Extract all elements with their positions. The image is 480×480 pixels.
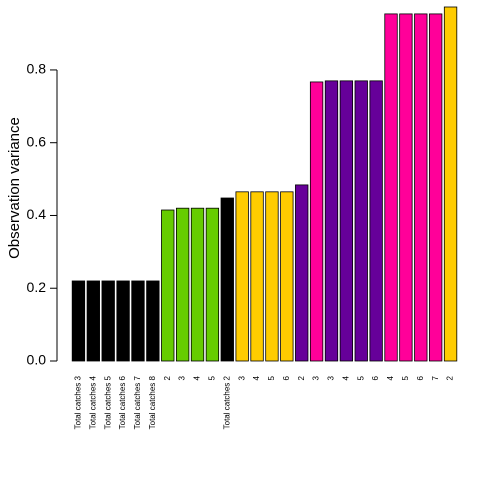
y-axis-label: Observation variance xyxy=(6,117,23,259)
bar xyxy=(235,191,249,362)
bar xyxy=(175,207,190,362)
bar xyxy=(86,280,100,362)
x-tick-label: 3 xyxy=(312,375,321,380)
bar xyxy=(443,6,458,362)
x-tick-label: Total catches 7 xyxy=(133,375,142,429)
x-tick-label: 4 xyxy=(341,375,350,380)
bar xyxy=(280,191,294,362)
x-tick-label: 4 xyxy=(386,375,395,380)
bar xyxy=(190,207,205,362)
x-tick-label: 5 xyxy=(208,375,217,380)
bar xyxy=(116,280,130,362)
x-tick-label: Total catches 5 xyxy=(103,375,112,429)
x-tick-label: 2 xyxy=(446,375,455,380)
bar xyxy=(250,191,264,362)
bar xyxy=(324,80,339,362)
bar xyxy=(309,81,324,362)
y-tick-label: 0.6 xyxy=(27,133,47,149)
x-tick-label: 3 xyxy=(237,375,246,380)
bar xyxy=(265,191,279,362)
x-tick-label: Total catches 2 xyxy=(222,375,231,429)
x-tick-label: Total catches 6 xyxy=(118,375,127,429)
bar xyxy=(384,13,398,362)
bar xyxy=(220,197,234,362)
bar xyxy=(414,13,428,362)
x-tick-label: 6 xyxy=(282,375,291,380)
bar xyxy=(429,13,443,362)
bar xyxy=(295,184,309,362)
y-tick-label: 0.0 xyxy=(27,352,47,368)
y-tick-label: 0.4 xyxy=(27,206,47,222)
x-tick-label: 3 xyxy=(178,375,187,380)
bar xyxy=(399,13,413,362)
x-tick-label: 3 xyxy=(327,375,336,380)
y-tick-label: 0.2 xyxy=(27,279,47,295)
x-tick-label: Total catches 8 xyxy=(148,375,157,429)
y-tick-label: 0.8 xyxy=(27,61,47,77)
bar xyxy=(131,280,145,362)
x-tick-label: 6 xyxy=(416,375,425,380)
bar xyxy=(369,80,383,362)
x-tick-label: 5 xyxy=(267,375,276,380)
x-tick-label: Total catches 3 xyxy=(74,375,83,429)
x-tick-label: 4 xyxy=(193,375,202,380)
bar xyxy=(146,280,160,362)
x-tick-label: Total catches 4 xyxy=(88,375,97,429)
x-tick-label: 5 xyxy=(401,375,410,380)
x-tick-label: 5 xyxy=(356,375,365,380)
bar xyxy=(339,80,354,362)
x-tick-label: 7 xyxy=(431,375,440,380)
bar xyxy=(71,280,86,362)
bar xyxy=(101,280,115,362)
x-tick-label: 6 xyxy=(371,375,380,380)
bar xyxy=(205,207,220,362)
bar xyxy=(354,80,368,362)
x-tick-label: 2 xyxy=(163,375,172,380)
bar xyxy=(161,209,175,362)
x-tick-label: 2 xyxy=(297,375,306,380)
x-tick-label: 4 xyxy=(252,375,261,380)
